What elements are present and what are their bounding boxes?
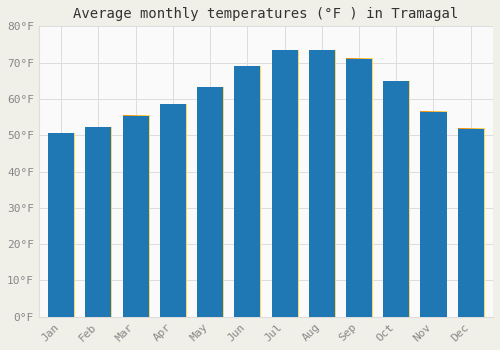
Bar xyxy=(160,104,186,317)
Bar xyxy=(383,81,409,317)
Bar xyxy=(197,87,223,317)
Bar xyxy=(458,129,483,317)
Bar xyxy=(346,58,372,317)
Bar xyxy=(234,66,260,317)
Bar xyxy=(48,133,74,317)
Bar xyxy=(308,50,335,317)
Bar xyxy=(86,127,112,317)
Bar xyxy=(420,112,446,317)
Bar xyxy=(122,116,148,317)
Title: Average monthly temperatures (°F ) in Tramagal: Average monthly temperatures (°F ) in Tr… xyxy=(74,7,458,21)
Bar xyxy=(272,50,297,317)
